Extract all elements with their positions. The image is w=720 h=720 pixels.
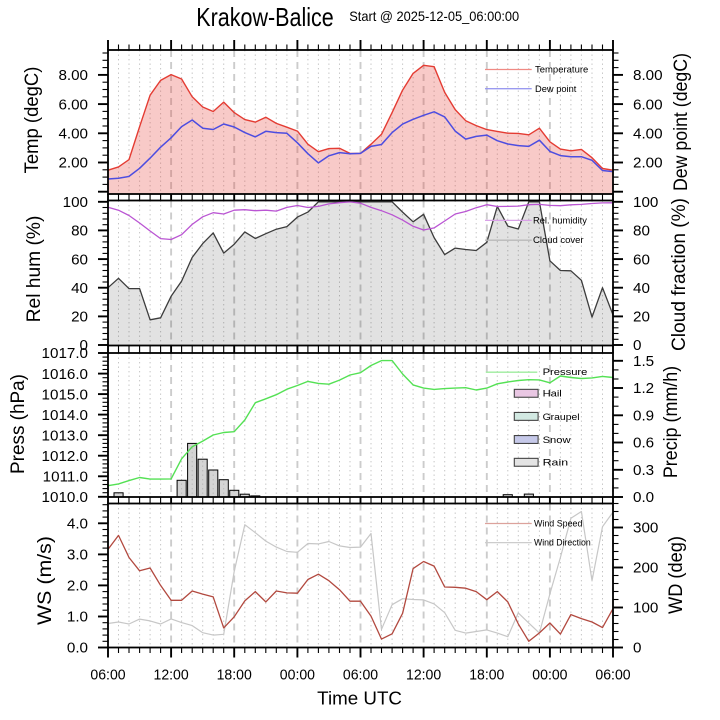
svg-text:100: 100 — [63, 194, 88, 211]
svg-text:00:00: 00:00 — [532, 667, 567, 684]
svg-text:200: 200 — [633, 560, 658, 577]
svg-text:1010.0: 1010.0 — [42, 489, 88, 506]
svg-text:80: 80 — [71, 223, 88, 240]
svg-text:12:00: 12:00 — [406, 667, 441, 684]
svg-text:1.0: 1.0 — [67, 609, 88, 626]
svg-text:20: 20 — [633, 309, 650, 326]
svg-text:Temperature: Temperature — [535, 65, 588, 76]
svg-text:Dew point: Dew point — [535, 84, 577, 95]
svg-text:Krakow-Balice: Krakow-Balice — [196, 2, 334, 32]
svg-text:40: 40 — [71, 280, 88, 297]
svg-text:0.6: 0.6 — [633, 435, 654, 452]
svg-text:1015.0: 1015.0 — [42, 386, 88, 403]
svg-text:06:00: 06:00 — [595, 667, 630, 684]
svg-text:0.9: 0.9 — [633, 408, 654, 425]
svg-text:2.0: 2.0 — [67, 578, 88, 595]
svg-text:00:00: 00:00 — [280, 667, 315, 684]
svg-text:6.00: 6.00 — [633, 96, 663, 113]
svg-text:80: 80 — [633, 223, 650, 240]
svg-text:WD (deg): WD (deg) — [666, 536, 687, 614]
svg-text:0.0: 0.0 — [67, 640, 88, 657]
svg-text:1013.0: 1013.0 — [42, 427, 88, 444]
svg-text:Snow: Snow — [543, 435, 571, 446]
svg-text:Time UTC: Time UTC — [317, 689, 402, 709]
svg-text:Rel hum (%): Rel hum (%) — [24, 216, 45, 323]
svg-text:100: 100 — [633, 194, 658, 211]
svg-text:4.00: 4.00 — [58, 126, 88, 143]
svg-text:1011.0: 1011.0 — [43, 469, 88, 486]
svg-text:2.00: 2.00 — [633, 155, 663, 172]
svg-text:0.0: 0.0 — [633, 489, 654, 506]
svg-text:20: 20 — [71, 309, 88, 326]
svg-text:4.0: 4.0 — [67, 516, 88, 533]
svg-text:Graupel: Graupel — [543, 412, 580, 423]
svg-text:Wind Speed: Wind Speed — [534, 519, 582, 530]
svg-text:1017.0: 1017.0 — [42, 345, 88, 362]
svg-text:Rel. humidity: Rel. humidity — [533, 215, 587, 226]
svg-text:Temp (degC): Temp (degC) — [22, 67, 43, 174]
svg-text:06:00: 06:00 — [343, 667, 378, 684]
svg-text:Rain: Rain — [543, 458, 569, 469]
svg-text:1012.0: 1012.0 — [42, 448, 88, 465]
svg-text:06:00: 06:00 — [90, 667, 125, 684]
svg-text:2.00: 2.00 — [58, 155, 88, 172]
svg-text:Pressure: Pressure — [543, 367, 588, 378]
svg-text:18:00: 18:00 — [217, 667, 252, 684]
svg-text:Cloud cover: Cloud cover — [533, 235, 584, 246]
svg-text:1016.0: 1016.0 — [42, 366, 88, 383]
svg-text:Hail: Hail — [543, 389, 562, 400]
svg-text:6.00: 6.00 — [58, 96, 88, 113]
svg-text:60: 60 — [633, 251, 650, 268]
svg-text:60: 60 — [71, 251, 88, 268]
svg-text:Cloud fraction (%): Cloud fraction (%) — [669, 198, 690, 351]
svg-text:Start @ 2025-12-05_06:00:00: Start @ 2025-12-05_06:00:00 — [349, 8, 519, 24]
svg-text:0.3: 0.3 — [633, 462, 654, 479]
svg-text:12:00: 12:00 — [154, 667, 189, 684]
svg-text:100: 100 — [633, 600, 658, 617]
svg-text:3.0: 3.0 — [67, 547, 88, 564]
svg-text:0: 0 — [633, 640, 641, 657]
svg-text:Precip (mm/h): Precip (mm/h) — [661, 366, 682, 478]
svg-text:8.00: 8.00 — [633, 67, 663, 84]
svg-text:8.00: 8.00 — [58, 67, 88, 84]
svg-text:1.5: 1.5 — [633, 353, 654, 370]
svg-text:Dew point (degC): Dew point (degC) — [671, 53, 692, 191]
svg-text:4.00: 4.00 — [633, 126, 663, 143]
svg-text:300: 300 — [633, 520, 658, 537]
svg-text:18:00: 18:00 — [469, 667, 504, 684]
svg-text:0: 0 — [80, 337, 88, 354]
svg-text:Wind Direction: Wind Direction — [534, 538, 591, 549]
svg-text:1.2: 1.2 — [633, 380, 654, 397]
svg-text:1014.0: 1014.0 — [42, 407, 88, 424]
svg-text:40: 40 — [633, 280, 650, 297]
svg-text:WS (m/s): WS (m/s) — [35, 536, 56, 625]
svg-text:Press (hPa): Press (hPa) — [8, 374, 29, 474]
svg-text:0: 0 — [633, 337, 641, 354]
